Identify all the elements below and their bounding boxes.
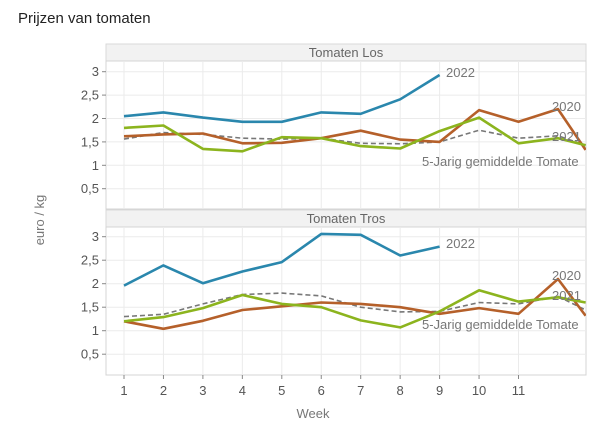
- panel-background: [105, 226, 587, 376]
- y-tick-label: 3: [92, 64, 99, 79]
- y-tick-label: 1: [92, 158, 99, 173]
- y-tick-label: 0,5: [81, 181, 99, 196]
- x-tick-label: 1: [120, 383, 127, 398]
- series-line-2020: [123, 107, 586, 151]
- series-line-2021: [123, 288, 586, 329]
- panel-tomaten-los: Tomaten Los 0,5 1 1,5 2 2,5 3 2022 2020 2021 5-Jar…: [81, 43, 587, 210]
- chart-title: Prijzen van tomaten: [18, 10, 151, 27]
- x-tick-label: 7: [357, 383, 364, 398]
- x-tick-label: 6: [318, 383, 325, 398]
- y-tick-label: 2: [92, 111, 99, 126]
- y-tick-label: 2,5: [81, 88, 99, 103]
- facet-strip-label: Tomaten Los: [309, 45, 384, 60]
- series-line-2021: [123, 116, 586, 153]
- x-tick-label: 10: [472, 383, 486, 398]
- x-tick-label: 3: [199, 383, 206, 398]
- series-label-2021: 2021: [552, 129, 581, 144]
- x-tick-label: 11: [512, 383, 526, 398]
- series-label-5-jarig-gemiddelde-tomaten: 5-Jarig gemiddelde Tomate: [422, 317, 579, 332]
- series-label-2021: 2021: [552, 288, 581, 303]
- series-lines: [123, 73, 586, 153]
- series-label-5-jarig-gemiddelde-tomaten: 5-Jarig gemiddelde Tomate: [422, 154, 579, 169]
- panel-tomaten-tros: Tomaten Tros 0,5 1 1,5 2 2,5 3 2022 2020 2021 5-Ja…: [81, 209, 587, 376]
- y-tick-label: 1: [92, 323, 99, 338]
- series-lines: [123, 232, 586, 331]
- y-tick-label: 1,5: [81, 300, 99, 315]
- y-tick-label: 0,5: [81, 347, 99, 362]
- x-tick-label: 4: [239, 383, 246, 398]
- y-tick-label: 2: [92, 276, 99, 291]
- series-label-2020: 2020: [552, 99, 581, 114]
- x-tick-label: 9: [436, 383, 443, 398]
- x-axis-title: Week: [297, 406, 330, 421]
- panels: Tomaten Los 0,5 1 1,5 2 2,5 3 2022 2020 2021 5-Jar…: [81, 43, 587, 398]
- y-tick-label: 2,5: [81, 253, 99, 268]
- series-label-2022: 2022: [446, 236, 475, 251]
- x-tick-label: 2: [160, 383, 167, 398]
- y-axis-title: euro / kg: [32, 195, 47, 246]
- x-tick-label: 5: [278, 383, 285, 398]
- series-line-5-jarig-gemiddelde-tomaten: [123, 292, 586, 318]
- facet-strip-label: Tomaten Tros: [307, 211, 386, 226]
- series-label-2020: 2020: [552, 268, 581, 283]
- series-line-2022: [123, 232, 440, 287]
- series-line-2020: [123, 277, 586, 331]
- series-line-2022: [123, 73, 441, 124]
- y-tick-label: 1,5: [81, 134, 99, 149]
- y-tick-label: 3: [92, 229, 99, 244]
- x-tick-label: 8: [397, 383, 404, 398]
- series-label-2022: 2022: [446, 65, 475, 80]
